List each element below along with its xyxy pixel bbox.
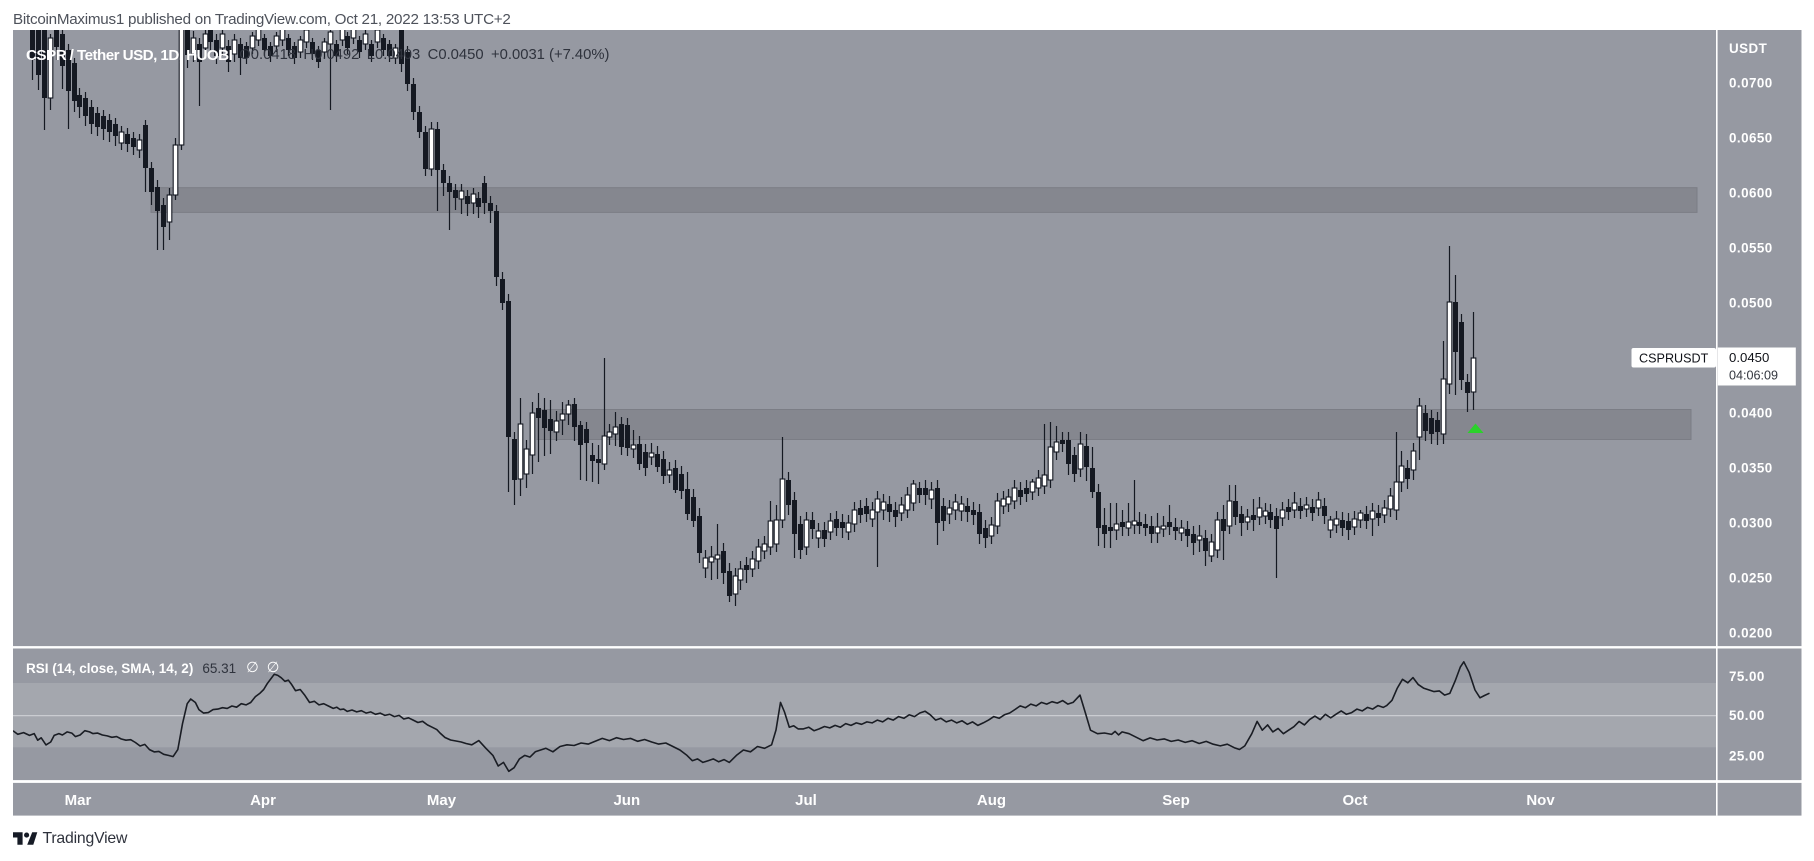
svg-text:Jul: Jul: [795, 792, 817, 809]
svg-text:USDT: USDT: [1729, 41, 1768, 56]
svg-text:0.0350: 0.0350: [1729, 461, 1773, 476]
svg-text:75.00: 75.00: [1729, 669, 1765, 684]
svg-text:0.0250: 0.0250: [1729, 571, 1773, 586]
svg-text:TradingView: TradingView: [43, 830, 129, 847]
svg-text:25.00: 25.00: [1729, 749, 1765, 764]
svg-text:0.0450: 0.0450: [1729, 350, 1769, 365]
svg-text:Apr: Apr: [250, 792, 276, 809]
svg-text:0.0400: 0.0400: [1729, 406, 1773, 421]
svg-text:BitcoinMaximus1 published on T: BitcoinMaximus1 published on TradingView…: [13, 11, 511, 28]
svg-text:0.0650: 0.0650: [1729, 131, 1773, 146]
svg-text:0.0200: 0.0200: [1729, 626, 1773, 641]
svg-text:Nov: Nov: [1526, 792, 1555, 809]
svg-text:Aug: Aug: [977, 792, 1006, 809]
svg-text:RSI (14, close, SMA, 14, 2)65.: RSI (14, close, SMA, 14, 2) 65.31 ∅ ∅: [26, 660, 279, 676]
svg-text:04:06:09: 04:06:09: [1729, 368, 1778, 382]
svg-text:Sep: Sep: [1162, 792, 1190, 809]
svg-text:May: May: [427, 792, 457, 809]
svg-text:0.0700: 0.0700: [1729, 76, 1773, 91]
svg-text:Mar: Mar: [65, 792, 92, 809]
svg-text:Oct: Oct: [1342, 792, 1367, 809]
svg-text:50.00: 50.00: [1729, 708, 1765, 723]
svg-text:0.0600: 0.0600: [1729, 186, 1773, 201]
svg-text:CSPRUSDT: CSPRUSDT: [1639, 351, 1709, 365]
svg-text:0.0500: 0.0500: [1729, 296, 1773, 311]
svg-text:0.0300: 0.0300: [1729, 516, 1773, 531]
svg-text:0.0550: 0.0550: [1729, 241, 1773, 256]
svg-text:Jun: Jun: [613, 792, 640, 809]
